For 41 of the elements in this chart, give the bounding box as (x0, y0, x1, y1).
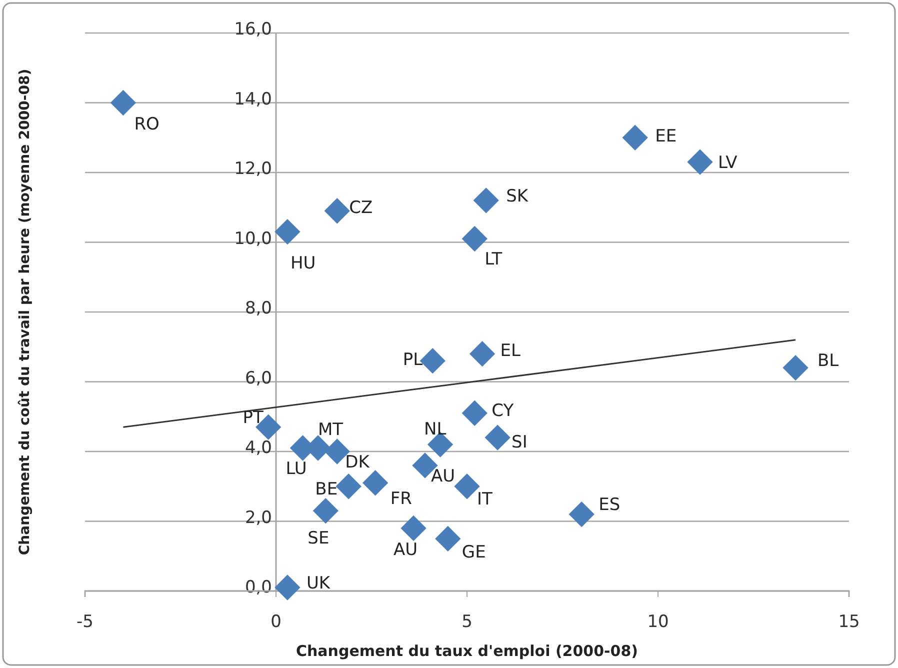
annotation: EE (655, 126, 677, 147)
annotation: FR (390, 488, 412, 509)
annotation: AU (394, 540, 418, 560)
annotation: BE (315, 479, 338, 500)
y-axis-title: Changement du coût du travail par heure (moyenne 2000-08) (17, 68, 33, 556)
annotation: NL (424, 419, 447, 440)
x-tick-label: 5 (462, 612, 472, 632)
annotation: SK (506, 186, 529, 206)
annotation: SE (308, 528, 330, 549)
annotation: IT (477, 489, 494, 510)
y-tick-label: 6,0 (244, 368, 272, 388)
annotation: BL (818, 350, 840, 371)
annotation: LU (286, 458, 307, 479)
annotation: DK (345, 452, 370, 472)
y-tick-label: 10,0 (234, 228, 272, 249)
annotation: MT (318, 420, 344, 440)
annotation: EL (500, 340, 522, 361)
annotation: RO (134, 114, 160, 135)
annotation: ES (598, 495, 620, 516)
annotation: CY (492, 401, 514, 422)
annotation: CZ (349, 198, 373, 218)
annotation: GE (462, 542, 486, 563)
y-tick-label: 16,0 (234, 20, 272, 40)
x-tick-label: 0 (270, 612, 282, 632)
y-tick-label: 8,0 (244, 298, 272, 319)
annotation: AU (430, 466, 456, 486)
x-tick-label: 10 (647, 612, 669, 632)
annotation: LV (718, 152, 738, 173)
annotation: HU (290, 254, 316, 274)
x-tick-label: 15 (838, 612, 860, 632)
y-tick-label: 4,0 (244, 438, 272, 458)
annotation: UK (306, 573, 331, 594)
annotation: SI (512, 432, 528, 452)
x-tick-label: -5 (76, 612, 94, 632)
annotation: PL (402, 350, 424, 370)
y-tick-label: 14,0 (234, 89, 272, 110)
annotation: LT (484, 250, 503, 270)
annotation: PT (242, 408, 264, 428)
y-tick-label: 2,0 (244, 508, 272, 528)
x-axis-title: Changement du taux d'emploi (2000-08) (296, 642, 638, 660)
y-tick-label: 12,0 (234, 159, 272, 180)
